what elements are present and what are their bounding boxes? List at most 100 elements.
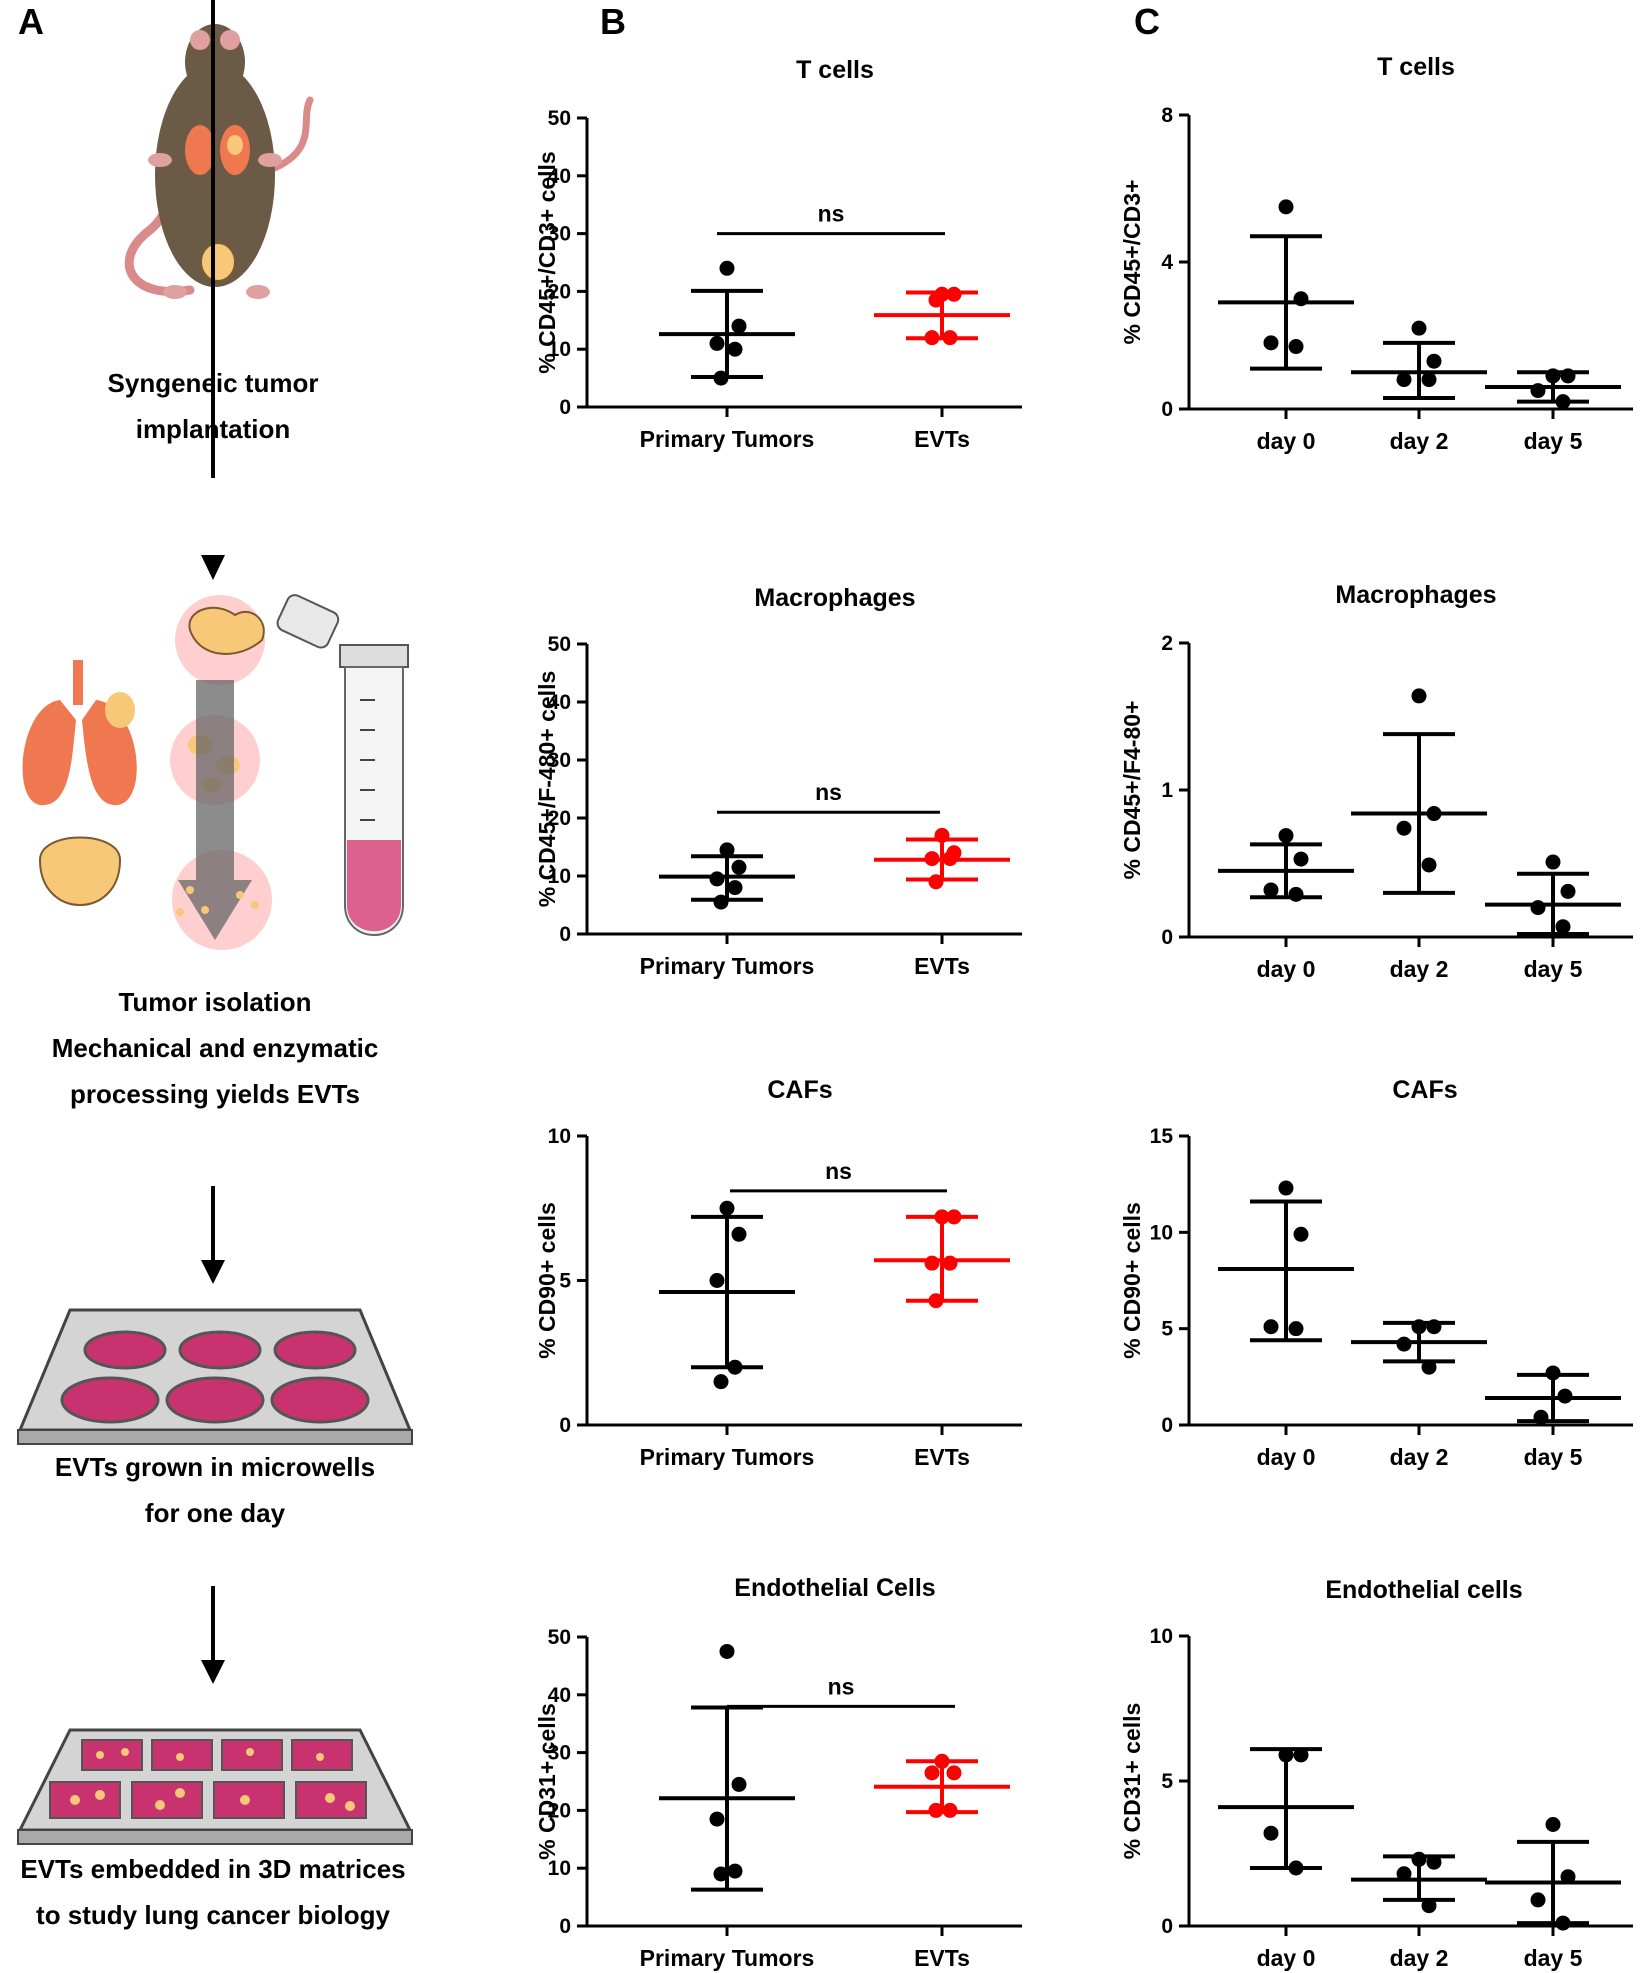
- data-point: [928, 1802, 944, 1818]
- data-point: [731, 859, 747, 875]
- workflow-step4-line2: to study lung cancer biology: [36, 1900, 390, 1930]
- y-tick-label: 20: [548, 807, 571, 830]
- data-point: [1545, 854, 1561, 870]
- y-tick-label: 40: [548, 691, 571, 714]
- x-category-label: day 5: [1524, 1444, 1583, 1470]
- data-point: [934, 1753, 950, 1769]
- data-point: [709, 1273, 725, 1288]
- data-point: [1426, 806, 1442, 822]
- y-tick-label: 0: [559, 1414, 571, 1437]
- y-tick-label: 4: [1161, 251, 1173, 274]
- data-point: [1411, 1851, 1427, 1867]
- y-tick-label: 40: [548, 1684, 571, 1707]
- chart-title: Macrophages: [754, 584, 915, 612]
- data-point: [924, 330, 940, 346]
- y-tick-label: 50: [548, 1626, 571, 1649]
- y-tick-label: 1: [1161, 779, 1173, 802]
- data-point: [1411, 688, 1427, 704]
- x-category-label: day 0: [1257, 1945, 1316, 1971]
- panel-letter-c: C: [1134, 1, 1160, 42]
- data-point: [928, 874, 944, 890]
- data-point: [1560, 883, 1576, 899]
- data-point: [731, 1226, 747, 1242]
- data-point: [727, 1359, 743, 1375]
- y-tick-label: 10: [1150, 1625, 1173, 1648]
- data-point: [934, 1209, 950, 1225]
- y-tick-label: 0: [1161, 1915, 1173, 1938]
- data-point: [1555, 919, 1571, 935]
- data-point: [1533, 1409, 1549, 1425]
- x-category-label: day 5: [1524, 428, 1583, 454]
- data-point: [1396, 1336, 1412, 1352]
- data-point: [1421, 1359, 1437, 1375]
- workflow-step3-line2: for one day: [145, 1498, 286, 1528]
- x-category-label: EVTs: [914, 953, 970, 979]
- y-tick-label: 5: [559, 1270, 571, 1293]
- mouse-illustration: [124, 24, 314, 299]
- y-axis-label: % CD90+ cells: [534, 1202, 560, 1359]
- chart-c-cafs: CAFs 0 5 10 15 day 0 day 2 day 5 % CD90+ cells: [1119, 1076, 1633, 1470]
- y-tick-label: 30: [548, 749, 571, 772]
- chart-c-t-cells: T cells 0 4 8 day 0 day 2 day 5 % CD45+/CD3+: [1119, 53, 1633, 454]
- data-point: [1530, 1892, 1546, 1908]
- data-point: [719, 1643, 735, 1659]
- data-point: [1426, 353, 1442, 369]
- y-tick-label: 20: [548, 280, 571, 303]
- y-axis-label: % CD90+ cells: [1119, 1202, 1145, 1359]
- workflow-step2-line3: processing yields EVTs: [70, 1079, 360, 1109]
- data-point: [1545, 368, 1561, 384]
- significance-label: ns: [815, 779, 842, 805]
- chart-title: CAFs: [767, 1076, 832, 1104]
- y-tick-label: 0: [1161, 1414, 1173, 1437]
- data-point: [719, 1200, 735, 1216]
- data-point: [727, 1863, 743, 1879]
- y-tick-label: 10: [548, 865, 571, 888]
- y-tick-label: 0: [1161, 398, 1173, 421]
- data-point: [731, 318, 747, 334]
- chart-title: T cells: [796, 56, 874, 84]
- data-point: [719, 842, 735, 858]
- y-axis-label: % CD45+/F4-80+: [1119, 701, 1145, 880]
- data-point: [1545, 1817, 1561, 1832]
- chart-title: Macrophages: [1335, 581, 1496, 609]
- data-point: [727, 880, 743, 896]
- chart-b-endothelial: Endothelial Cells 0 10 20 30 40 50 Primary Tumo…: [534, 1574, 1022, 1971]
- y-tick-label: 30: [548, 1742, 571, 1765]
- x-category-label: Primary Tumors: [640, 426, 815, 452]
- data-point: [1421, 1898, 1437, 1914]
- data-point: [1288, 886, 1304, 902]
- data-point: [1288, 339, 1304, 355]
- data-point: [946, 1209, 962, 1225]
- y-axis-label: % CD31+ cells: [534, 1703, 560, 1860]
- data-point: [713, 1374, 729, 1390]
- arrow-1: [201, 0, 225, 580]
- chart-c-macrophages: Macrophages 0 1 2 day 0 day 2 day 5 % CD45+/F4-…: [1119, 581, 1633, 982]
- chart-title: CAFs: [1392, 1076, 1457, 1104]
- data-point: [1560, 1869, 1576, 1885]
- data-point: [1293, 1226, 1309, 1242]
- data-point: [709, 1811, 725, 1827]
- y-tick-label: 10: [548, 1125, 571, 1148]
- x-category-label: day 0: [1257, 956, 1316, 982]
- workflow-step4-line1: EVTs embedded in 3D matrices: [20, 1854, 405, 1884]
- chart-title: T cells: [1377, 53, 1455, 81]
- y-tick-label: 0: [1161, 926, 1173, 949]
- arrow-3: [201, 1586, 225, 1684]
- data-point: [1530, 383, 1546, 399]
- data-point: [731, 1776, 747, 1792]
- data-point: [1278, 828, 1294, 844]
- chart-b-t-cells: T cells 0 10 20 30 40 50 Primary Tumors EVTs % CD…: [534, 56, 1022, 452]
- workflow-step2-line2: Mechanical and enzymatic: [52, 1033, 379, 1063]
- data-point: [928, 1293, 944, 1309]
- y-tick-label: 10: [1150, 1221, 1173, 1244]
- x-category-label: day 0: [1257, 1444, 1316, 1470]
- data-point: [1278, 199, 1294, 215]
- y-tick-label: 10: [548, 338, 571, 361]
- y-tick-label: 15: [1150, 1125, 1174, 1148]
- data-point: [1557, 1388, 1573, 1404]
- data-point: [1421, 372, 1437, 388]
- data-point: [1263, 1319, 1279, 1335]
- data-point: [1396, 820, 1412, 836]
- data-point: [719, 260, 735, 276]
